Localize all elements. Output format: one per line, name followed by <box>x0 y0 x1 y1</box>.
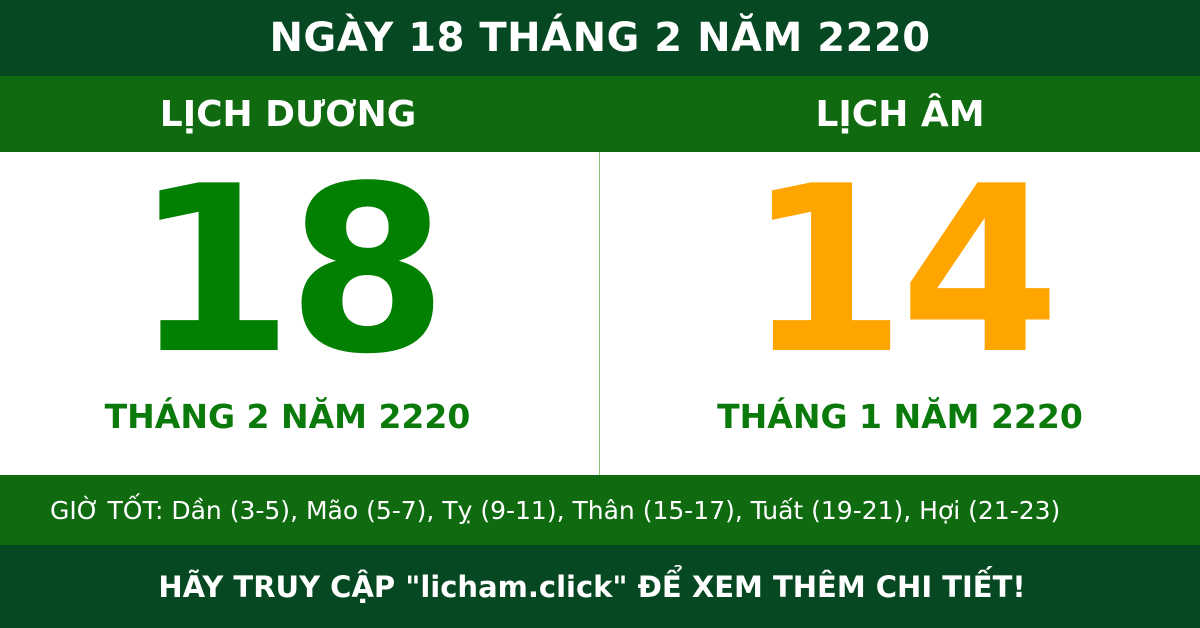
footer-cta: HÃY TRUY CẬP "licham.click" ĐỂ XEM THÊM … <box>0 545 1200 628</box>
lunar-heading: LỊCH ÂM <box>815 93 985 135</box>
lunar-month-year: THÁNG 1 NĂM 2220 <box>717 397 1083 436</box>
solar-heading: LỊCH DƯƠNG <box>159 93 417 135</box>
calendar-headings: LỊCH DƯƠNG LỊCH ÂM <box>0 76 1200 152</box>
page-title: NGÀY 18 THÁNG 2 NĂM 2220 <box>0 0 1200 76</box>
lunar-day: 14 <box>745 138 1060 405</box>
lunar-panel: 14 THÁNG 1 NĂM 2220 <box>600 152 1200 475</box>
solar-panel: 18 THÁNG 2 NĂM 2220 <box>0 152 600 475</box>
solar-day: 18 <box>133 138 447 405</box>
calendar-body: 18 THÁNG 2 NĂM 2220 14 THÁNG 1 NĂM 2220 <box>0 152 1200 475</box>
solar-month-year: THÁNG 2 NĂM 2220 <box>104 397 471 436</box>
good-hours: GIỜ TỐT: Dần (3-5), Mão (5-7), Tỵ (9-11)… <box>0 475 1200 545</box>
